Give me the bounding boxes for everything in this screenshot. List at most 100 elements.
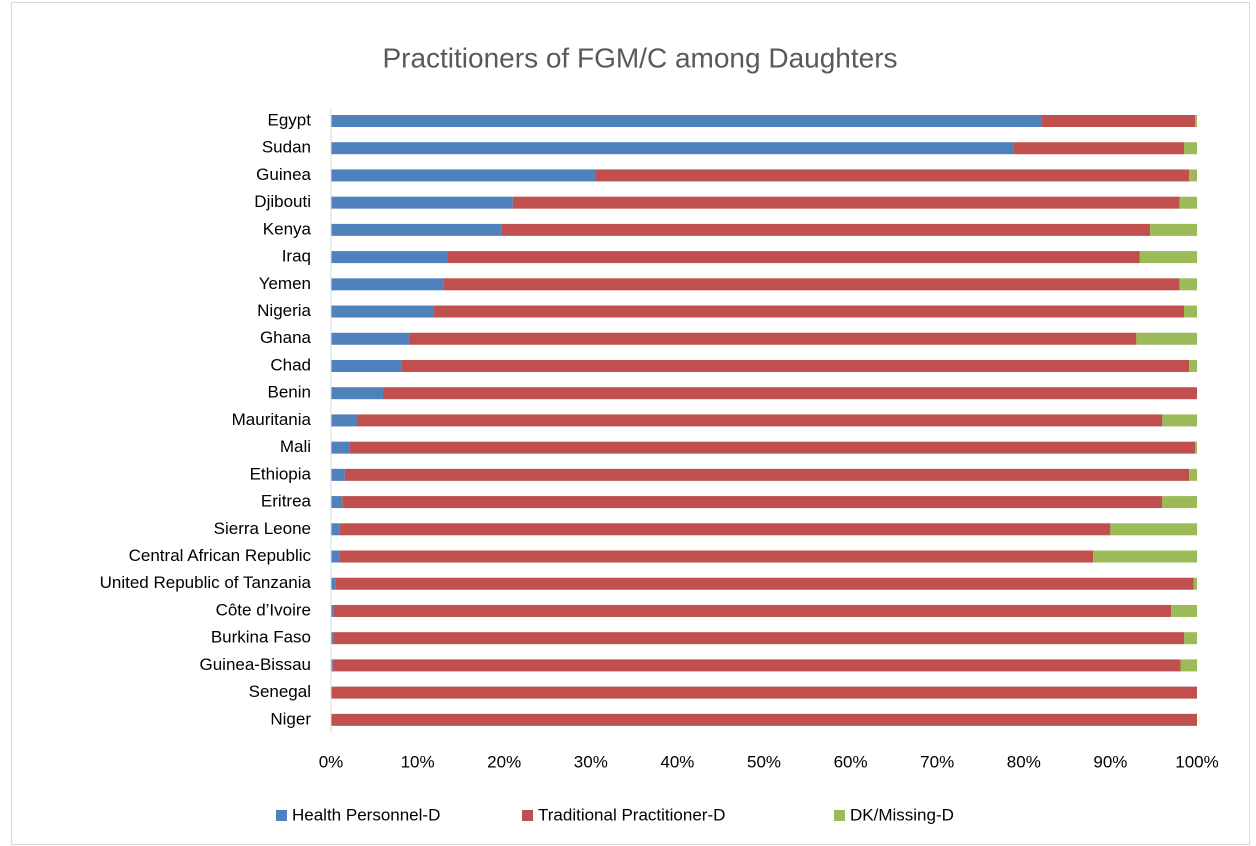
y-tick-label: Kenya — [263, 219, 312, 238]
bar-segment — [331, 523, 340, 536]
x-tick-label: 100% — [1175, 752, 1218, 771]
legend-label: Traditional Practitioner-D — [538, 805, 725, 824]
bar-segment — [1041, 115, 1196, 127]
bar-segment — [331, 496, 343, 509]
chart-title: Practitioners of FGM/C among Daughters — [382, 42, 897, 73]
bar-segment — [401, 359, 1190, 372]
x-tick-label: 0% — [319, 752, 344, 771]
legend-label: DK/Missing-D — [850, 805, 954, 824]
y-tick-label: Côte d’Ivoire — [216, 600, 311, 619]
bar-segment — [331, 414, 357, 427]
y-tick-label: Djibouti — [254, 192, 311, 211]
bar-segment — [335, 577, 1194, 590]
bar-segment — [1162, 414, 1197, 427]
y-tick-label: Nigeria — [257, 301, 311, 320]
bar-segment — [331, 468, 345, 481]
bar-segment — [333, 604, 1172, 617]
legend-swatch — [522, 810, 533, 821]
bar-segment — [1195, 441, 1197, 454]
bar-segment — [331, 278, 444, 291]
bar-segment — [1013, 142, 1185, 155]
bar-segment — [1184, 305, 1197, 318]
bar-segment — [339, 523, 1111, 536]
x-tick-label: 40% — [660, 752, 694, 771]
bar-segment — [595, 169, 1190, 182]
y-tick-label: Burkina Faso — [211, 628, 311, 647]
bar-segment — [331, 305, 435, 318]
bar-segment — [1139, 251, 1197, 264]
y-tick-label: Iraq — [282, 247, 311, 266]
y-tick-label: Guinea — [256, 165, 311, 184]
bar-segment — [1195, 115, 1197, 127]
bar-segment — [331, 713, 1197, 726]
bar-segment — [331, 142, 1014, 155]
x-tick-label: 70% — [920, 752, 954, 771]
legend-swatch — [834, 810, 845, 821]
bar-segment — [331, 359, 402, 372]
bar-segment — [1193, 577, 1197, 590]
bar-segment — [331, 441, 350, 454]
y-tick-label: Ethiopia — [250, 464, 312, 483]
bar-segment — [1179, 278, 1197, 291]
bar-segment — [331, 550, 340, 563]
bar-segment — [434, 305, 1185, 318]
bar-segment — [1093, 550, 1197, 563]
bar-segment — [1184, 142, 1197, 155]
y-tick-label: Benin — [268, 383, 311, 402]
bar-segment — [331, 604, 334, 617]
bar-segment — [501, 223, 1151, 236]
bar-segment — [408, 332, 1137, 345]
bar-segment — [331, 577, 336, 590]
bar-segment — [349, 441, 1196, 454]
y-tick-label: Guinea-Bissau — [199, 655, 311, 674]
x-tick-label: 20% — [487, 752, 521, 771]
y-tick-label: Central African Republic — [129, 546, 312, 565]
bar-segment — [331, 387, 383, 400]
y-tick-label: Senegal — [249, 682, 311, 701]
bar-segment — [331, 332, 409, 345]
bar-segment — [512, 196, 1180, 209]
bar-segment — [331, 223, 502, 236]
bar-segment — [356, 414, 1163, 427]
bar-segment — [1136, 332, 1197, 345]
bar-segment — [1150, 223, 1197, 236]
bar-segment — [331, 686, 1197, 699]
bar-segment — [382, 387, 1198, 400]
bar-segment — [1162, 496, 1197, 509]
bar-segment — [331, 115, 1042, 127]
legend-swatch — [276, 810, 287, 821]
bar-segment — [331, 196, 513, 209]
x-tick-label: 50% — [747, 752, 781, 771]
y-tick-label: Ghana — [260, 328, 312, 347]
bar-segment — [342, 496, 1163, 509]
bar-segment — [344, 468, 1190, 481]
y-tick-label: Chad — [270, 355, 311, 374]
y-tick-label: Niger — [270, 709, 311, 728]
bar-segment — [339, 550, 1094, 563]
x-tick-label: 10% — [401, 752, 435, 771]
legend-label: Health Personnel-D — [292, 805, 440, 824]
y-tick-label: Sierra Leone — [214, 519, 311, 538]
bar-segment — [1189, 359, 1197, 372]
y-tick-label: Sudan — [262, 138, 311, 157]
bar-segment — [1179, 196, 1197, 209]
bar-segment — [1184, 632, 1197, 645]
y-tick-label: Mauritania — [232, 410, 312, 429]
bar-segment — [331, 251, 448, 264]
bar-segment — [332, 659, 1181, 672]
bar-segment — [333, 632, 1185, 645]
bar-segment — [331, 169, 596, 182]
x-tick-label: 30% — [574, 752, 608, 771]
bar-segment — [443, 278, 1180, 291]
bar-segment — [1189, 468, 1197, 481]
y-tick-label: Egypt — [268, 110, 312, 129]
bar-segment — [1180, 659, 1197, 672]
x-tick-label: 60% — [834, 752, 868, 771]
bar-segment — [1189, 169, 1197, 182]
y-tick-label: United Republic of Tanzania — [100, 573, 312, 592]
x-tick-label: 80% — [1007, 752, 1041, 771]
y-tick-label: Mali — [280, 437, 311, 456]
bar-segment — [1110, 523, 1197, 536]
bar-segment — [331, 632, 334, 645]
